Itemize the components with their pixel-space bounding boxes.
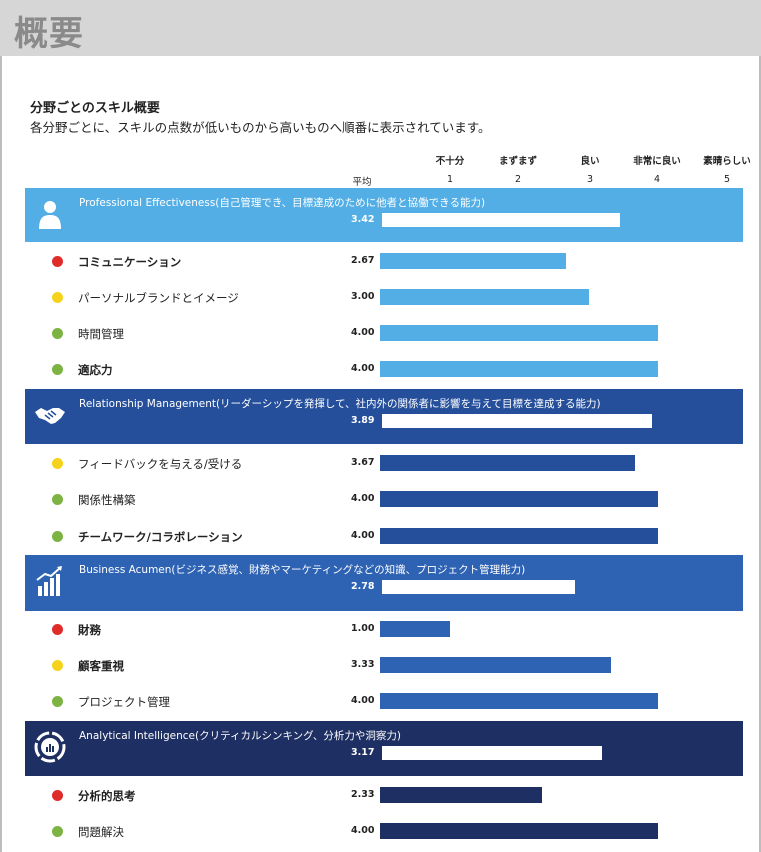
- skill-row: パーソナルブランドとイメージ 3.00: [0, 288, 761, 308]
- average-column-label: 平均: [352, 177, 372, 188]
- person-icon: [33, 197, 67, 231]
- skill-bar: [380, 787, 542, 803]
- skill-bar: [380, 657, 611, 673]
- category-title: Business Acumen(ビジネス感覚、財務やマーケティングなどの知識、プ…: [79, 564, 526, 576]
- skill-bar: [380, 621, 450, 637]
- skill-bar: [380, 325, 658, 341]
- category-average-bar: [382, 213, 620, 227]
- category-average-bar: [382, 414, 652, 428]
- skill-row: プロジェクト管理 4.00: [0, 692, 761, 712]
- skill-score: 4.00: [351, 363, 375, 374]
- skill-row: フィードバックを与える/受ける 3.67: [0, 454, 761, 474]
- skill-score: 3.00: [351, 291, 375, 302]
- scale-label: 不十分: [435, 156, 465, 167]
- status-red-dot-icon: [52, 790, 63, 801]
- status-yellow-dot-icon: [52, 458, 63, 469]
- section-subheading: 各分野ごとに、スキルの点数が低いものから高いものへ順番に表示されています。: [30, 120, 491, 135]
- skill-score: 4.00: [351, 493, 375, 504]
- skill-name: 関係性構築: [78, 493, 136, 507]
- scale-tick-label: 2: [514, 174, 522, 185]
- skill-row: 適応力 4.00: [0, 360, 761, 380]
- category-band: Relationship Management(リーダーシップを発揮して、社内外…: [25, 389, 743, 444]
- category-band: Analytical Intelligence(クリティカルシンキング、分析力や…: [25, 721, 743, 776]
- skill-name: パーソナルブランドとイメージ: [78, 291, 239, 305]
- page-title: 概要: [14, 14, 84, 54]
- category-title: Professional Effectiveness(自己管理でき、目標達成のた…: [79, 197, 486, 209]
- skill-bar: [380, 361, 658, 377]
- skill-name: 問題解決: [78, 825, 124, 839]
- status-green-dot-icon: [52, 494, 63, 505]
- analytics-icon: [33, 730, 67, 764]
- skill-score: 2.33: [351, 789, 375, 800]
- status-green-dot-icon: [52, 328, 63, 339]
- category-band: Business Acumen(ビジネス感覚、財務やマーケティングなどの知識、プ…: [25, 555, 743, 611]
- title-bar: 概要: [0, 0, 761, 56]
- skill-bar: [380, 253, 566, 269]
- skill-bar: [380, 693, 658, 709]
- skill-row: 財務 1.00: [0, 620, 761, 640]
- scale-tick-label: 1: [446, 174, 454, 185]
- scale-label: 良い: [580, 156, 600, 167]
- category-score: 3.89: [351, 415, 375, 426]
- scale-label: 素晴らしい: [703, 156, 751, 167]
- skill-row: 時間管理 4.00: [0, 324, 761, 344]
- scale-tick-label: 4: [653, 174, 661, 185]
- skill-row: コミュニケーション 2.67: [0, 252, 761, 272]
- handshake-icon: [33, 398, 67, 432]
- skill-score: 4.00: [351, 327, 375, 338]
- skill-row: チームワーク/コラボレーション 4.00: [0, 527, 761, 547]
- skill-name: チームワーク/コラボレーション: [78, 530, 243, 544]
- status-green-dot-icon: [52, 531, 63, 542]
- skill-score: 3.67: [351, 457, 375, 468]
- skill-row: 顧客重視 3.33: [0, 656, 761, 676]
- scale-tick-label: 5: [723, 174, 731, 185]
- bar-chart-icon: [33, 564, 67, 598]
- skill-score: 4.00: [351, 695, 375, 706]
- status-red-dot-icon: [52, 256, 63, 267]
- status-yellow-dot-icon: [52, 292, 63, 303]
- scale-label: まずまず: [498, 156, 538, 167]
- scale-tick-label: 3: [586, 174, 594, 185]
- skill-name: フィードバックを与える/受ける: [78, 457, 243, 471]
- status-green-dot-icon: [52, 826, 63, 837]
- skill-score: 4.00: [351, 825, 375, 836]
- skill-row: 分析的思考 2.33: [0, 786, 761, 806]
- skill-score: 4.00: [351, 530, 375, 541]
- category-score: 2.78: [351, 581, 375, 592]
- scale-label: 非常に良い: [633, 156, 681, 167]
- skill-bar: [380, 491, 658, 507]
- category-score: 3.17: [351, 747, 375, 758]
- skill-row: 関係性構築 4.00: [0, 490, 761, 510]
- skill-score: 3.33: [351, 659, 375, 670]
- skill-row: 問題解決 4.00: [0, 822, 761, 842]
- status-red-dot-icon: [52, 624, 63, 635]
- skill-bar: [380, 823, 658, 839]
- status-green-dot-icon: [52, 364, 63, 375]
- skill-name: 適応力: [78, 363, 113, 377]
- category-title: Analytical Intelligence(クリティカルシンキング、分析力や…: [79, 730, 402, 742]
- category-band: Professional Effectiveness(自己管理でき、目標達成のた…: [25, 188, 743, 242]
- skill-name: 分析的思考: [78, 789, 136, 803]
- status-green-dot-icon: [52, 696, 63, 707]
- category-score: 3.42: [351, 214, 375, 225]
- skill-bar: [380, 528, 658, 544]
- skill-name: プロジェクト管理: [78, 695, 170, 709]
- skill-score: 2.67: [351, 255, 375, 266]
- section-heading: 分野ごとのスキル概要: [30, 101, 160, 116]
- category-average-bar: [382, 746, 602, 760]
- skill-bar: [380, 455, 635, 471]
- skill-score: 1.00: [351, 623, 375, 634]
- skill-name: 顧客重視: [78, 659, 124, 673]
- skill-name: コミュニケーション: [78, 255, 182, 269]
- status-yellow-dot-icon: [52, 660, 63, 671]
- category-average-bar: [382, 580, 575, 594]
- skill-name: 財務: [78, 623, 101, 637]
- skill-name: 時間管理: [78, 327, 124, 341]
- category-title: Relationship Management(リーダーシップを発揮して、社内外…: [79, 398, 601, 410]
- skill-bar: [380, 289, 589, 305]
- content-frame: [0, 56, 761, 852]
